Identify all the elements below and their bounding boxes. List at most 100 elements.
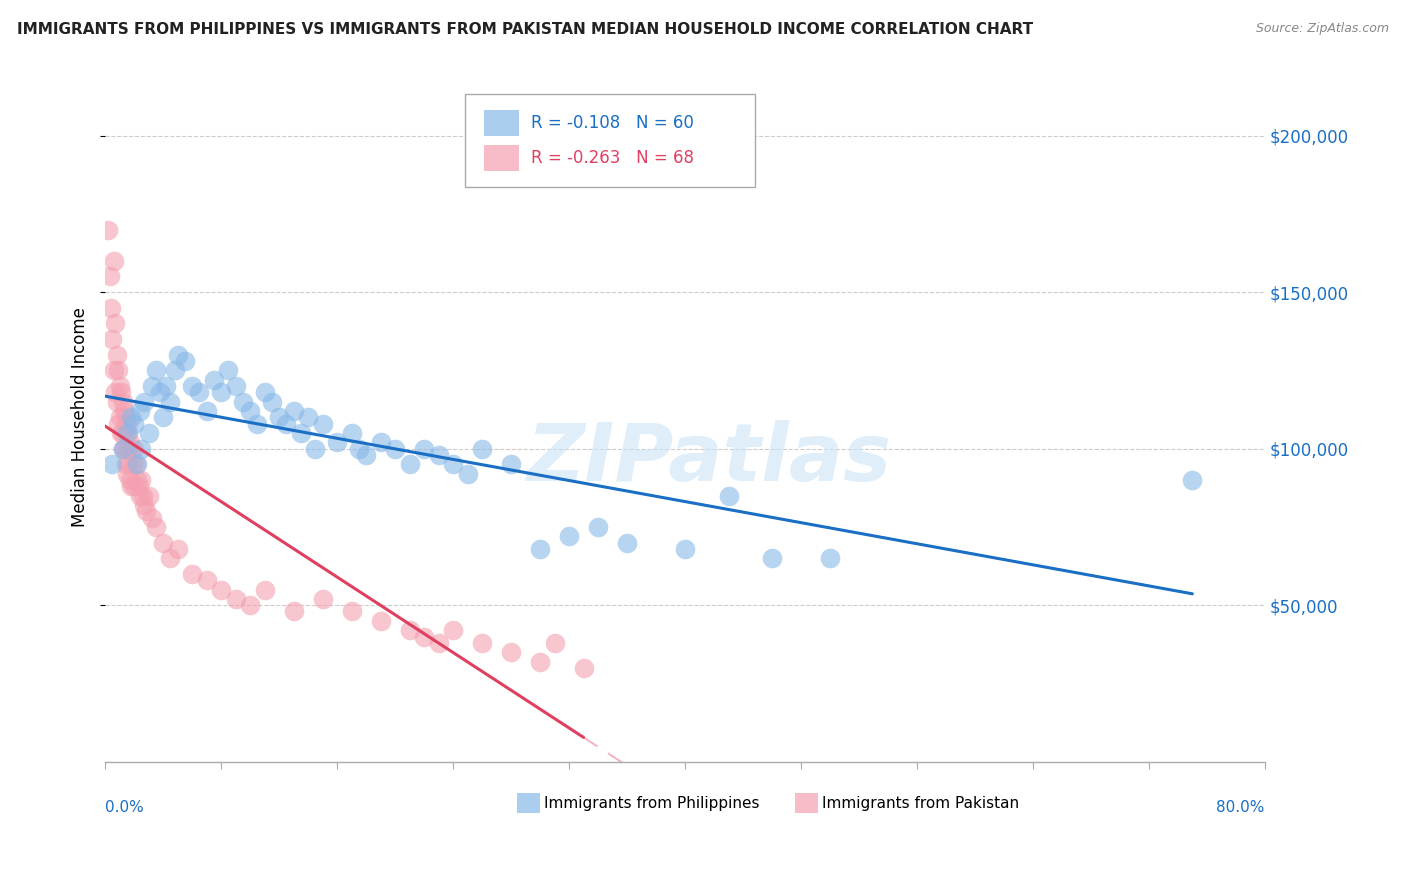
Point [260, 394, 283, 409]
Point [138, 489, 160, 503]
Point [127, 473, 149, 487]
Point [818, 551, 841, 566]
Point [616, 535, 638, 549]
Point [370, 614, 392, 628]
Point [159, 551, 181, 566]
Point [118, 473, 141, 487]
Point [122, 479, 145, 493]
Point [101, 458, 124, 472]
Point [103, 253, 125, 268]
Text: R = -0.108   N = 60: R = -0.108 N = 60 [531, 114, 693, 132]
Point [209, 385, 232, 400]
Point [195, 573, 218, 587]
Point [115, 425, 138, 440]
Text: 0.0%: 0.0% [105, 799, 143, 814]
Point [120, 479, 142, 493]
Point [253, 385, 276, 400]
Point [499, 645, 522, 659]
Point [110, 425, 132, 440]
Point [115, 442, 138, 456]
Point [131, 442, 153, 456]
Text: Immigrants from Pakistan: Immigrants from Pakistan [823, 796, 1019, 811]
Y-axis label: Median Household Income: Median Household Income [72, 308, 89, 527]
Point [120, 442, 142, 456]
Point [232, 394, 254, 409]
Point [118, 435, 141, 450]
Point [105, 348, 128, 362]
Point [115, 467, 138, 481]
FancyBboxPatch shape [465, 94, 755, 186]
Point [100, 301, 122, 315]
Point [253, 582, 276, 597]
Point [529, 655, 551, 669]
Point [174, 354, 197, 368]
Point [131, 473, 153, 487]
Point [225, 379, 247, 393]
Point [761, 551, 783, 566]
Point [97, 222, 120, 236]
Point [499, 458, 522, 472]
Point [290, 425, 312, 440]
Point [124, 458, 146, 472]
Point [457, 467, 479, 481]
Point [141, 379, 163, 393]
Point [121, 458, 143, 472]
Point [105, 394, 128, 409]
Point [112, 442, 135, 456]
Point [354, 448, 377, 462]
Point [427, 448, 450, 462]
Text: IMMIGRANTS FROM PHILIPPINES VS IMMIGRANTS FROM PAKISTAN MEDIAN HOUSEHOLD INCOME : IMMIGRANTS FROM PHILIPPINES VS IMMIGRANT… [17, 22, 1033, 37]
Point [427, 636, 450, 650]
Point [111, 394, 134, 409]
Point [340, 605, 363, 619]
Point [413, 630, 436, 644]
Point [673, 541, 696, 556]
Point [145, 520, 167, 534]
Bar [796, 793, 818, 814]
Point [145, 363, 167, 377]
Point [1181, 473, 1204, 487]
Point [112, 404, 135, 418]
Point [384, 442, 406, 456]
Point [127, 458, 149, 472]
Point [128, 479, 150, 493]
Point [283, 404, 305, 418]
Point [110, 385, 132, 400]
Point [370, 435, 392, 450]
Point [114, 458, 136, 472]
Point [107, 363, 129, 377]
Point [398, 624, 420, 638]
Point [122, 417, 145, 431]
Point [107, 417, 129, 431]
Text: Immigrants from Philippines: Immigrants from Philippines [544, 796, 759, 811]
Point [202, 373, 225, 387]
Point [108, 410, 131, 425]
Text: Source: ZipAtlas.com: Source: ZipAtlas.com [1256, 22, 1389, 36]
Point [111, 442, 134, 456]
Point [129, 404, 152, 418]
Point [269, 410, 291, 425]
Point [103, 363, 125, 377]
Point [134, 394, 156, 409]
Point [134, 498, 156, 512]
Point [117, 425, 139, 440]
Point [149, 385, 172, 400]
Point [98, 269, 121, 284]
Point [114, 410, 136, 425]
Point [163, 363, 186, 377]
Point [558, 529, 581, 543]
Point [413, 442, 436, 456]
Point [181, 379, 204, 393]
Point [141, 510, 163, 524]
Point [239, 404, 262, 418]
Point [304, 442, 326, 456]
Point [138, 425, 160, 440]
Point [132, 489, 155, 503]
Point [217, 363, 239, 377]
Text: R = -0.263   N = 68: R = -0.263 N = 68 [531, 149, 693, 167]
Point [181, 566, 204, 581]
Bar [485, 145, 519, 170]
Point [717, 489, 740, 503]
Point [441, 624, 464, 638]
Point [209, 582, 232, 597]
